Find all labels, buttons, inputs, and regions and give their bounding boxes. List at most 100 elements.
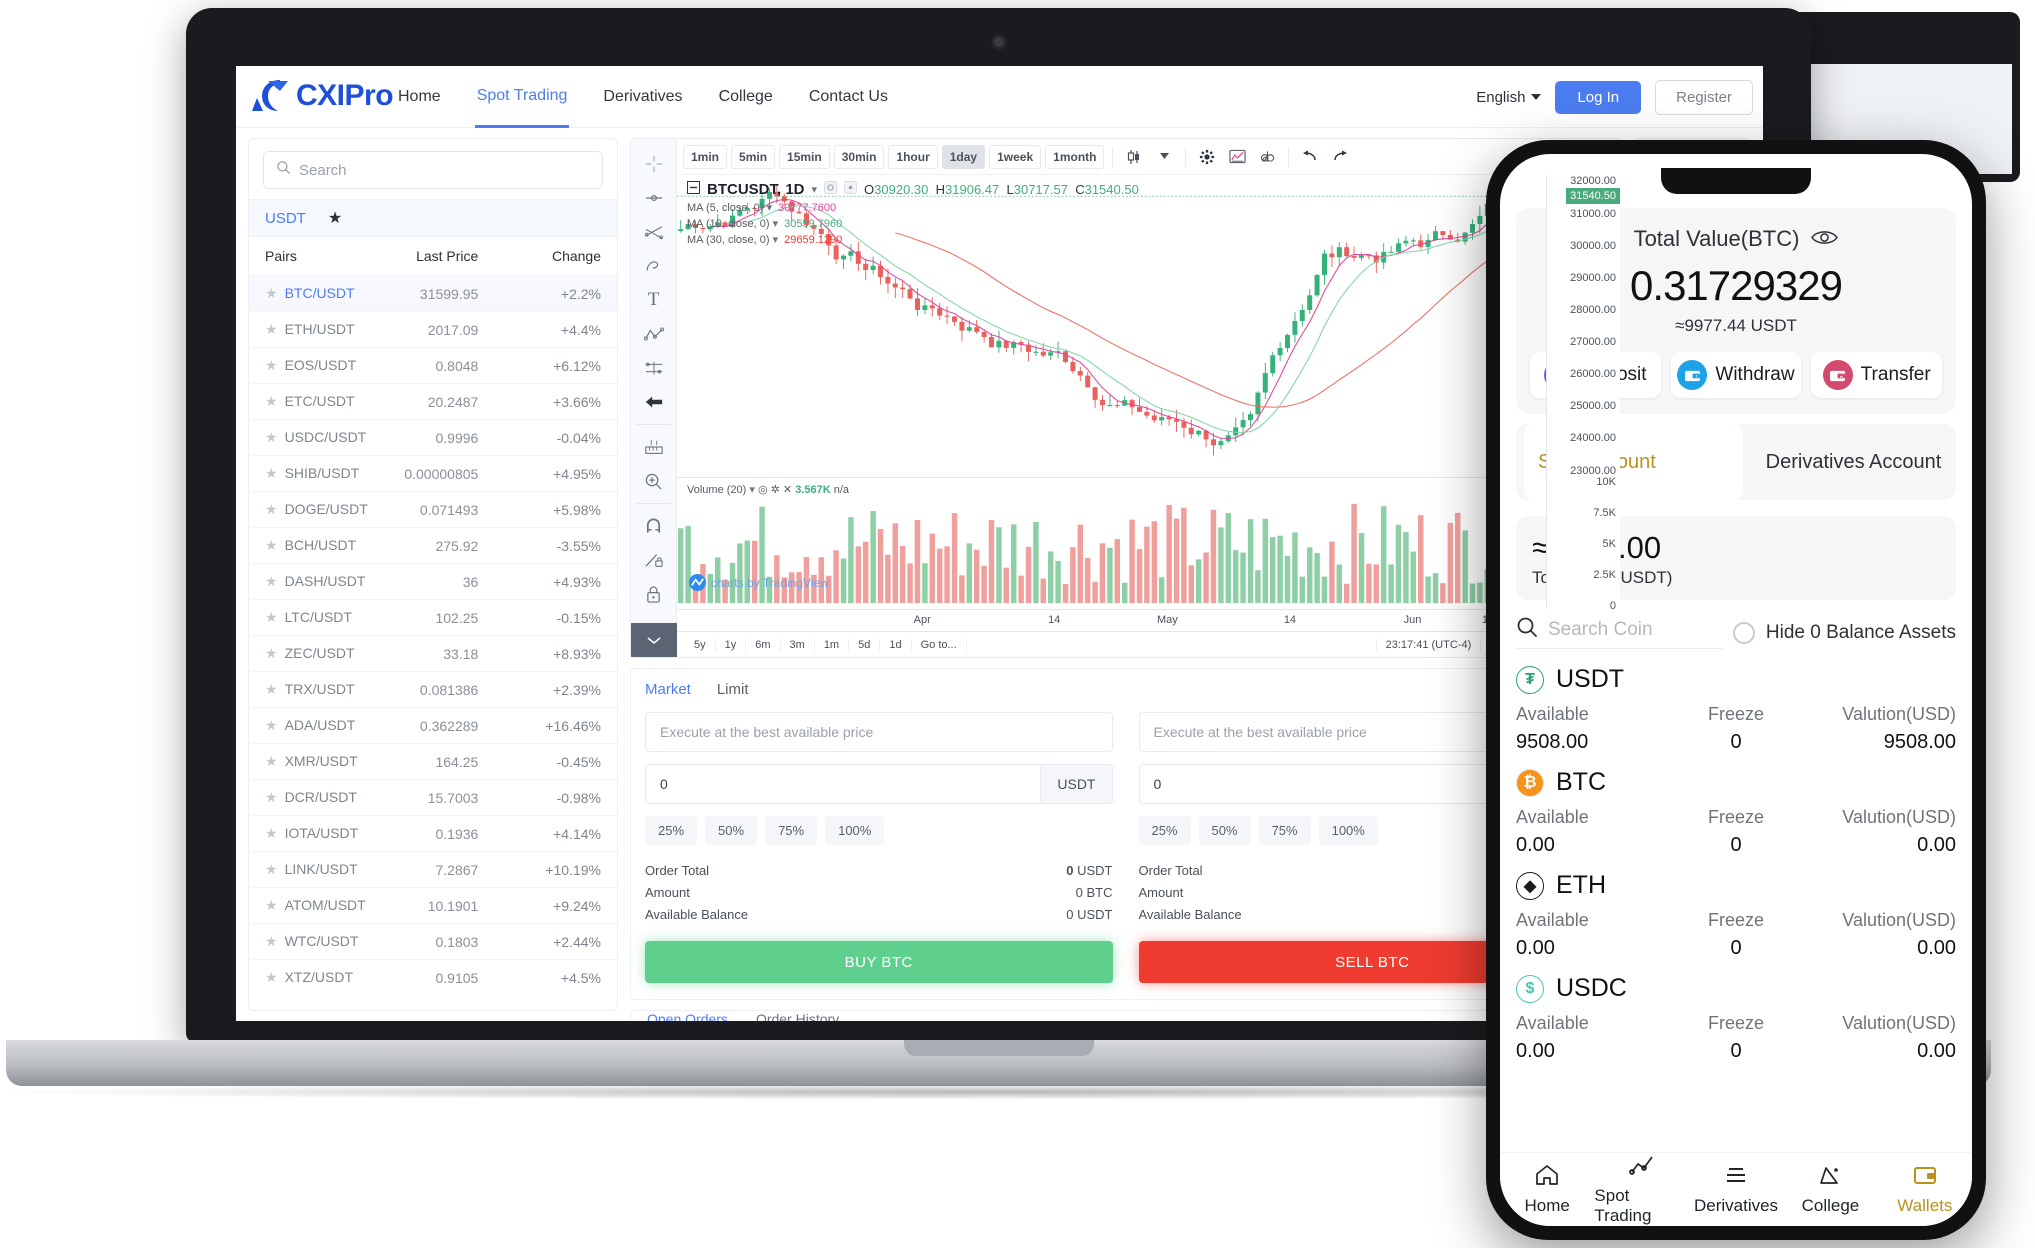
- search-box[interactable]: [263, 151, 603, 189]
- language-selector[interactable]: English: [1476, 89, 1542, 106]
- table-row[interactable]: ★ LTC/USDT 102.25 -0.15%: [249, 599, 617, 636]
- sell-percent-100[interactable]: 100%: [1318, 816, 1378, 845]
- favorite-star-icon[interactable]: ★: [265, 429, 278, 445]
- favorite-star-icon[interactable]: ★: [265, 573, 278, 589]
- volume-close-icon[interactable]: ✕: [782, 484, 793, 496]
- pair-name[interactable]: ★ EOS/USDT: [249, 347, 372, 384]
- derivatives-account-tab[interactable]: Derivatives Account: [1765, 450, 1942, 473]
- buy-percent-50[interactable]: 50%: [705, 816, 758, 845]
- pair-name[interactable]: ★ DASH/USDT: [249, 563, 372, 600]
- timeframe-1month[interactable]: 1month: [1045, 144, 1105, 169]
- nav-college[interactable]: College: [718, 88, 773, 105]
- forecast-tool-icon[interactable]: [637, 351, 671, 385]
- table-row[interactable]: ★ BTC/USDT 31599.95 +2.2%: [249, 275, 617, 312]
- favorite-star-icon[interactable]: ★: [265, 357, 278, 373]
- buy-percent-100[interactable]: 100%: [825, 816, 885, 845]
- price-axis[interactable]: 32000.00 31000.00 30000.00 29000.00 28000.00…: [1546, 175, 1620, 477]
- brush-icon[interactable]: [637, 249, 671, 283]
- pair-name[interactable]: ★ USDC/USDT: [249, 419, 372, 456]
- favorite-star-icon[interactable]: ★: [265, 753, 278, 769]
- volume-chart[interactable]: Volume (20) ▾ ◎ ✲ ✕ 3.567K n/a: [677, 476, 1620, 612]
- buy-price-field[interactable]: [645, 712, 1113, 752]
- timeframe-5min[interactable]: 5min: [731, 144, 776, 169]
- eye-icon[interactable]: [1811, 226, 1839, 252]
- col-pairs[interactable]: Pairs: [265, 248, 297, 264]
- pair-name[interactable]: ★ ETH/USDT: [249, 311, 372, 348]
- col-last-price[interactable]: Last Price: [416, 248, 479, 264]
- favorites-star-icon[interactable]: ★: [327, 210, 343, 227]
- asset-row[interactable]: ◆ ETH Available 0.00 Freeze 0 Valution(USD) 0.0…: [1500, 859, 1972, 962]
- pair-name[interactable]: ★ XTZ/USDT: [249, 959, 372, 995]
- arrow-marker-icon[interactable]: [637, 385, 671, 419]
- timeframe-1min[interactable]: 1min: [683, 144, 728, 169]
- pair-name[interactable]: ★ LINK/USDT: [249, 851, 372, 888]
- favorite-star-icon[interactable]: ★: [265, 285, 278, 301]
- range-5y[interactable]: 5y: [685, 638, 716, 651]
- pair-name[interactable]: ★ XMR/USDT: [249, 743, 372, 780]
- favorite-star-icon[interactable]: ★: [265, 321, 278, 337]
- drawing-lock-icon[interactable]: [637, 543, 671, 577]
- price-chart[interactable]: BTCUSDT, 1D ▾ O30920.30 H31906.47 L: [677, 175, 1620, 477]
- candle-style-dropdown-icon[interactable]: [1151, 145, 1177, 169]
- asset-row[interactable]: ₿ BTC Available 0.00 Freeze 0 Valution(USD) 0.0…: [1500, 756, 1972, 859]
- hide-zero-balance-toggle[interactable]: Hide 0 Balance Assets: [1732, 621, 1956, 644]
- tab-home[interactable]: Home: [1500, 1163, 1594, 1216]
- timeframe-1day[interactable]: 1day: [941, 144, 986, 169]
- table-row[interactable]: ★ LINK/USDT 7.2867 +10.19%: [249, 851, 617, 888]
- buy-percent-25[interactable]: 25%: [645, 816, 698, 845]
- volume-eye-icon[interactable]: ◎: [757, 484, 768, 496]
- range-5d[interactable]: 5d: [849, 638, 881, 651]
- buy-price-input[interactable]: [660, 724, 1098, 740]
- tab-spot-trading[interactable]: Spot Trading: [1594, 1153, 1688, 1226]
- chart-settings-gear-icon[interactable]: [1194, 145, 1220, 169]
- table-row[interactable]: ★ DOGE/USDT 0.071493 +5.98%: [249, 491, 617, 528]
- tab-market[interactable]: Market: [645, 681, 691, 698]
- table-row[interactable]: ★ XTZ/USDT 0.9105 +4.5%: [249, 959, 617, 995]
- table-row[interactable]: ★ EOS/USDT 0.8048 +6.12%: [249, 347, 617, 384]
- text-tool-icon[interactable]: T: [647, 289, 660, 310]
- range-6m[interactable]: 6m: [746, 638, 781, 651]
- pair-name[interactable]: ★ DCR/USDT: [249, 779, 372, 816]
- redo-icon[interactable]: [1327, 145, 1353, 169]
- favorite-star-icon[interactable]: ★: [265, 501, 278, 517]
- coin-search-box[interactable]: [1516, 616, 1723, 649]
- table-row[interactable]: ★ ATOM/USDT 10.1901 +9.24%: [249, 887, 617, 924]
- nav-derivatives[interactable]: Derivatives: [603, 88, 683, 105]
- collapse-toolbar-icon[interactable]: [630, 623, 677, 657]
- favorite-star-icon[interactable]: ★: [265, 825, 278, 841]
- table-row[interactable]: ★ DASH/USDT 36 +4.93%: [249, 563, 617, 600]
- measure-icon[interactable]: [637, 430, 671, 464]
- tab-order-history[interactable]: Order History: [755, 1011, 840, 1021]
- pair-name[interactable]: ★ TRX/USDT: [249, 671, 372, 708]
- buy-amount-input[interactable]: [660, 776, 1041, 792]
- pair-name[interactable]: ★ ZEC/USDT: [249, 635, 372, 672]
- range-1m[interactable]: 1m: [815, 638, 850, 651]
- favorite-star-icon[interactable]: ★: [265, 645, 278, 661]
- tab-college[interactable]: College: [1783, 1163, 1877, 1216]
- favorite-star-icon[interactable]: ★: [265, 933, 278, 949]
- symbol-caret-icon[interactable]: ▾: [811, 184, 818, 196]
- timeframe-1week[interactable]: 1week: [989, 144, 1042, 169]
- sell-price-input[interactable]: [1153, 724, 1591, 740]
- collapse-legend-icon[interactable]: [687, 181, 700, 198]
- pair-name[interactable]: ★ BTC/USDT: [249, 275, 372, 312]
- favorite-star-icon[interactable]: ★: [265, 393, 278, 409]
- sell-amount-input[interactable]: [1153, 776, 1544, 792]
- tab-limit[interactable]: Limit: [716, 681, 749, 698]
- pair-name[interactable]: ★ BCH/USDT: [249, 527, 372, 564]
- trend-line-icon[interactable]: [637, 181, 671, 215]
- buy-amount-field[interactable]: USDT: [645, 764, 1113, 804]
- brand-logo[interactable]: CXIPro: [250, 78, 394, 114]
- favorite-star-icon[interactable]: ★: [265, 465, 278, 481]
- fib-retracement-icon[interactable]: [637, 215, 671, 249]
- pattern-tool-icon[interactable]: [637, 317, 671, 351]
- pair-name[interactable]: ★ ETC/USDT: [249, 383, 372, 420]
- lock-icon[interactable]: [637, 577, 671, 611]
- sell-percent-50[interactable]: 50%: [1198, 816, 1251, 845]
- timeframe-15min[interactable]: 15min: [779, 144, 830, 169]
- table-row[interactable]: ★ USDC/USDT 0.9996 -0.04%: [249, 419, 617, 456]
- transfer-button[interactable]: ⇄ Transfer: [1811, 352, 1943, 398]
- favorite-star-icon[interactable]: ★: [265, 609, 278, 625]
- range-goto[interactable]: Go to...: [912, 638, 967, 651]
- favorite-star-icon[interactable]: ★: [265, 861, 278, 877]
